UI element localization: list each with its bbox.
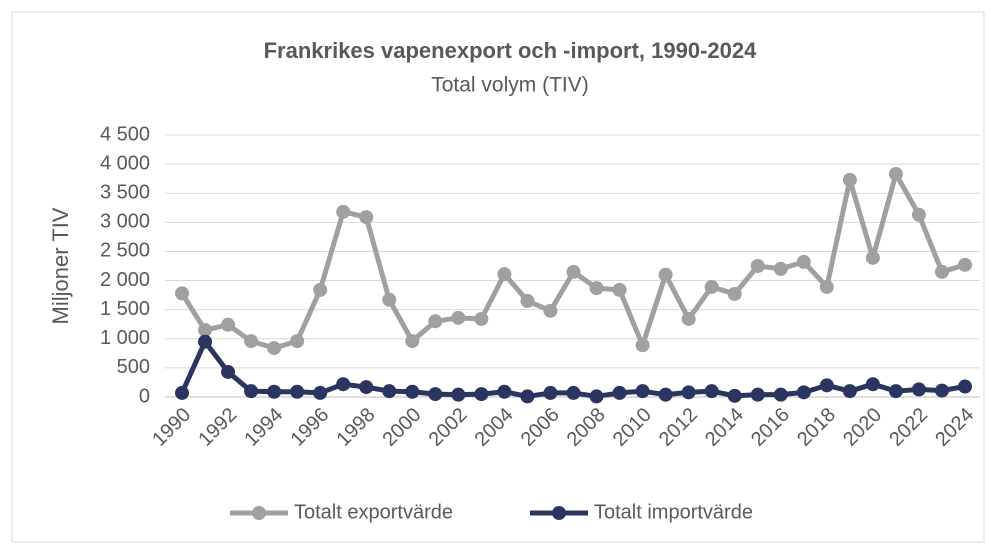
data-point: [359, 210, 374, 225]
data-point: [405, 334, 420, 349]
data-point: [451, 387, 466, 402]
data-point: [958, 379, 972, 394]
data-point: [911, 207, 926, 222]
y-axis-label: Miljoner TIV: [48, 207, 73, 324]
y-tick-label: 500: [117, 356, 150, 378]
data-point: [244, 334, 259, 349]
y-tick-label: 2 500: [100, 240, 150, 262]
data-point: [405, 384, 420, 399]
data-point: [773, 261, 788, 276]
legend-marker: [252, 506, 266, 520]
data-point: [658, 387, 673, 402]
data-point: [750, 387, 765, 402]
legend-marker: [552, 506, 566, 520]
legend-label: Totalt importvärde: [594, 501, 753, 523]
data-point: [175, 286, 189, 301]
data-point: [382, 292, 397, 307]
data-point: [635, 338, 650, 353]
y-tick-label: 4 500: [100, 123, 150, 145]
data-point: [290, 334, 305, 349]
data-point: [267, 341, 282, 356]
data-point: [198, 323, 213, 338]
data-point: [888, 167, 903, 182]
data-point: [635, 384, 650, 399]
data-point: [958, 257, 972, 272]
data-point: [313, 385, 328, 400]
data-point: [865, 250, 880, 265]
y-tick-label: 3 500: [100, 182, 150, 204]
data-point: [842, 172, 857, 187]
data-point: [612, 385, 627, 400]
data-point: [543, 385, 558, 400]
data-point: [497, 384, 512, 399]
y-tick-label: 4 000: [100, 152, 150, 174]
data-point: [290, 384, 305, 399]
data-point: [589, 281, 604, 296]
data-point: [428, 387, 443, 402]
data-point: [382, 384, 397, 399]
data-point: [336, 377, 351, 392]
data-point: [175, 385, 189, 400]
legend-label: Totalt exportvärde: [294, 501, 453, 523]
data-point: [934, 383, 949, 398]
data-point: [658, 267, 673, 282]
data-point: [819, 279, 834, 294]
y-tick-label: 1 000: [100, 327, 150, 349]
data-point: [612, 282, 627, 297]
y-tick-label: 2 000: [100, 269, 150, 291]
data-point: [888, 384, 903, 399]
data-point: [704, 384, 719, 399]
data-point: [359, 380, 374, 395]
data-point: [589, 389, 604, 404]
data-point: [566, 385, 581, 400]
data-point: [727, 286, 742, 301]
chart-frame: [11, 11, 985, 543]
y-tick-label: 3 000: [100, 211, 150, 233]
data-point: [750, 259, 765, 273]
data-point: [221, 364, 236, 379]
data-point: [911, 382, 926, 397]
data-point: [934, 264, 949, 279]
data-point: [566, 264, 581, 279]
data-point: [819, 378, 834, 393]
data-point: [704, 279, 719, 294]
data-point: [336, 204, 351, 219]
chart-subtitle: Total volym (TIV): [431, 74, 589, 97]
data-point: [842, 384, 857, 399]
y-tick-label: 1 500: [100, 298, 150, 320]
data-point: [796, 254, 811, 269]
data-point: [865, 377, 880, 392]
data-point: [451, 310, 466, 325]
data-point: [244, 384, 259, 399]
data-point: [497, 267, 512, 282]
data-point: [520, 293, 535, 308]
data-point: [681, 311, 696, 326]
data-point: [474, 387, 489, 402]
chart-title: Frankrikes vapenexport och -import, 1990…: [264, 38, 758, 63]
data-point: [428, 314, 443, 329]
data-point: [543, 303, 558, 318]
data-point: [267, 384, 282, 399]
data-point: [727, 388, 742, 403]
data-point: [474, 311, 489, 326]
data-point: [681, 385, 696, 400]
data-point: [313, 282, 328, 297]
data-point: [198, 334, 213, 349]
data-point: [773, 387, 788, 402]
data-point: [520, 389, 535, 404]
data-point: [796, 385, 811, 400]
data-point: [221, 317, 236, 332]
y-tick-label: 0: [139, 385, 150, 407]
